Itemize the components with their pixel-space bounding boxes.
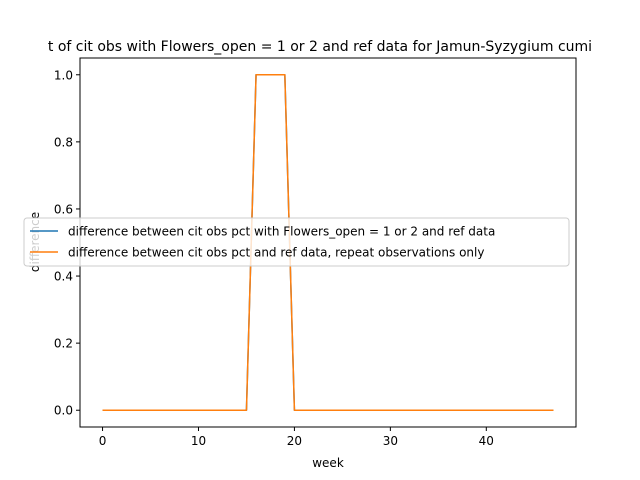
x-tick-label: 20: [287, 434, 302, 448]
legend: difference between cit obs pct with Flow…: [23, 217, 570, 267]
legend-box: [23, 217, 570, 267]
x-tick-label: 40: [479, 434, 494, 448]
y-tick-label: 0.0: [54, 404, 73, 418]
legend-label-series-1: difference between cit obs pct with Flow…: [68, 225, 495, 239]
series-line-2: [102, 74, 554, 411]
x-tick-label: 0: [99, 434, 107, 448]
y-tick-label: 0.8: [54, 135, 73, 149]
x-axis-label: week: [312, 456, 344, 470]
x-tick-label: 10: [191, 434, 206, 448]
legend-label-series-2: difference between cit obs pct and ref d…: [68, 246, 484, 260]
x-axis-ticks: 0 10 20 30 40: [99, 427, 494, 448]
y-tick-label: 1.0: [54, 68, 73, 82]
y-tick-label: 0.6: [54, 202, 73, 216]
chart-title: t of cit obs with Flowers_open = 1 or 2 …: [48, 39, 592, 55]
x-tick-label: 30: [383, 434, 398, 448]
series-layer: [102, 74, 554, 411]
y-tick-label: 0.4: [54, 270, 73, 284]
y-tick-label: 0.2: [54, 337, 73, 351]
y-axis-ticks: 0.0 0.2 0.4 0.6 0.8 1.0: [54, 68, 80, 418]
